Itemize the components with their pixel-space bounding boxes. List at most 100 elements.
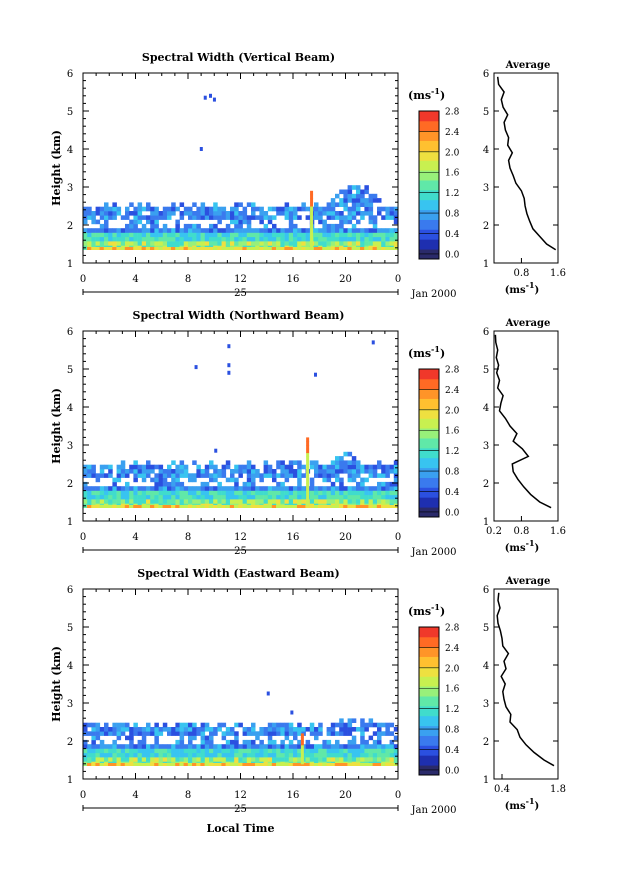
heatmap-cell	[83, 722, 88, 728]
heatmap-cell	[385, 752, 390, 758]
heatmap-cell	[335, 211, 340, 216]
colorbar-swatch	[419, 418, 439, 429]
x-tick-label: 12	[234, 532, 247, 543]
heatmap-cell	[339, 499, 344, 504]
heatmap-cell	[347, 247, 352, 250]
heatmap-cell	[112, 490, 117, 496]
heatmap-cell	[95, 744, 101, 749]
heatmap-cell	[95, 241, 101, 246]
heatmap-cell	[166, 505, 172, 508]
heatmap-cell	[179, 499, 185, 504]
heatmap-cell	[343, 731, 348, 736]
heatmap-cell	[162, 490, 168, 496]
heatmap-cell	[293, 494, 298, 500]
heatmap-cell	[230, 473, 235, 478]
heatmap-cell	[288, 494, 294, 500]
heatmap-cell	[322, 486, 327, 491]
heatmap-cell	[129, 757, 134, 762]
heatmap-cell	[112, 215, 117, 220]
heatmap-cell	[246, 505, 252, 508]
heatmap-cell	[230, 739, 235, 745]
heatmap-cell	[318, 752, 323, 758]
heatmap-cell	[200, 241, 206, 246]
heatmap-cell	[356, 228, 361, 233]
colorbar-tick-label: 2.0	[445, 664, 460, 674]
heatmap-cell	[108, 464, 113, 470]
heatmap-cell	[204, 763, 210, 766]
heatmap-cell	[162, 748, 168, 754]
heatmap-cell	[230, 477, 235, 483]
heatmap-cell	[330, 206, 336, 212]
heatmap-cell	[137, 739, 143, 745]
heatmap-cell	[175, 739, 180, 745]
heatmap-cell	[288, 486, 294, 491]
heatmap-cell	[120, 722, 126, 728]
heatmap-cell	[154, 505, 159, 508]
heatmap-cell	[263, 232, 269, 238]
heatmap-cell	[192, 505, 197, 508]
heatmap-cell	[209, 232, 214, 238]
heatmap-cell	[87, 505, 92, 508]
heatmap-cell	[125, 228, 130, 233]
heatmap-cell	[196, 241, 201, 246]
heatmap-cell	[339, 722, 344, 728]
heatmap-cell	[309, 757, 315, 762]
heatmap-cell	[292, 247, 298, 250]
heatmap-cell	[141, 469, 147, 474]
heatmap-cell	[108, 748, 113, 754]
heatmap-cell	[377, 757, 382, 762]
heatmap-cell	[364, 185, 369, 190]
heatmap-cell	[95, 748, 101, 754]
colorbar-tick-label: 0.8	[445, 210, 460, 220]
heatmap-cell	[234, 202, 239, 207]
heatmap-cell	[125, 223, 130, 229]
heatmap-cell	[167, 727, 172, 732]
heatmap-cell	[196, 757, 201, 762]
heatmap-cell	[146, 722, 151, 728]
heatmap-cell	[120, 490, 126, 496]
colorbar-swatch	[419, 487, 439, 498]
heatmap-cell	[246, 490, 252, 496]
heatmap-cell	[187, 247, 193, 250]
heatmap-cell	[125, 232, 130, 238]
heatmap-cell	[364, 189, 369, 195]
heatmap-cell	[116, 505, 121, 508]
heatmap-cell	[368, 236, 374, 242]
heatmap-cell	[146, 215, 151, 220]
heatmap-cell	[272, 223, 277, 229]
heatmap-cell	[116, 464, 122, 470]
heatmap-cell	[242, 763, 247, 766]
heatmap-cell	[137, 490, 143, 496]
heatmap-cell	[154, 211, 159, 216]
heatmap-cell	[314, 469, 319, 474]
heatmap-cell	[183, 473, 189, 478]
heatmap-cell	[112, 206, 117, 212]
heatmap-cell	[368, 464, 374, 470]
heatmap-cell	[393, 219, 399, 225]
heatmap-cell	[381, 494, 386, 500]
heatmap-cell	[305, 241, 311, 246]
heatmap-cell	[272, 236, 277, 242]
heatmap-cell	[125, 241, 130, 246]
heatmap-cell	[238, 247, 243, 250]
colorbar: 0.00.40.81.21.62.02.42.8(ms-1)	[408, 602, 460, 776]
heatmap-cell	[137, 215, 143, 220]
heatmap-cell	[255, 232, 260, 238]
heatmap-cell	[318, 490, 323, 496]
heatmap-cell	[335, 215, 340, 220]
heatmap-cell	[175, 228, 180, 233]
heatmap-cell	[360, 189, 365, 195]
heatmap-cell	[175, 473, 180, 478]
heatmap-cell	[356, 748, 361, 754]
heatmap-cell	[91, 735, 96, 741]
heatmap-cell	[318, 236, 323, 242]
colorbar-swatch	[419, 627, 439, 638]
panel-3: Spectral Width (Eastward Beam)123456Heig…	[50, 567, 566, 835]
heatmap-cell	[83, 486, 88, 491]
heatmap-cell	[179, 748, 185, 754]
heatmap-cell	[309, 752, 315, 758]
heatmap-cell	[141, 241, 147, 246]
heatmap-cell	[389, 744, 395, 749]
heatmap-cell	[372, 247, 378, 250]
